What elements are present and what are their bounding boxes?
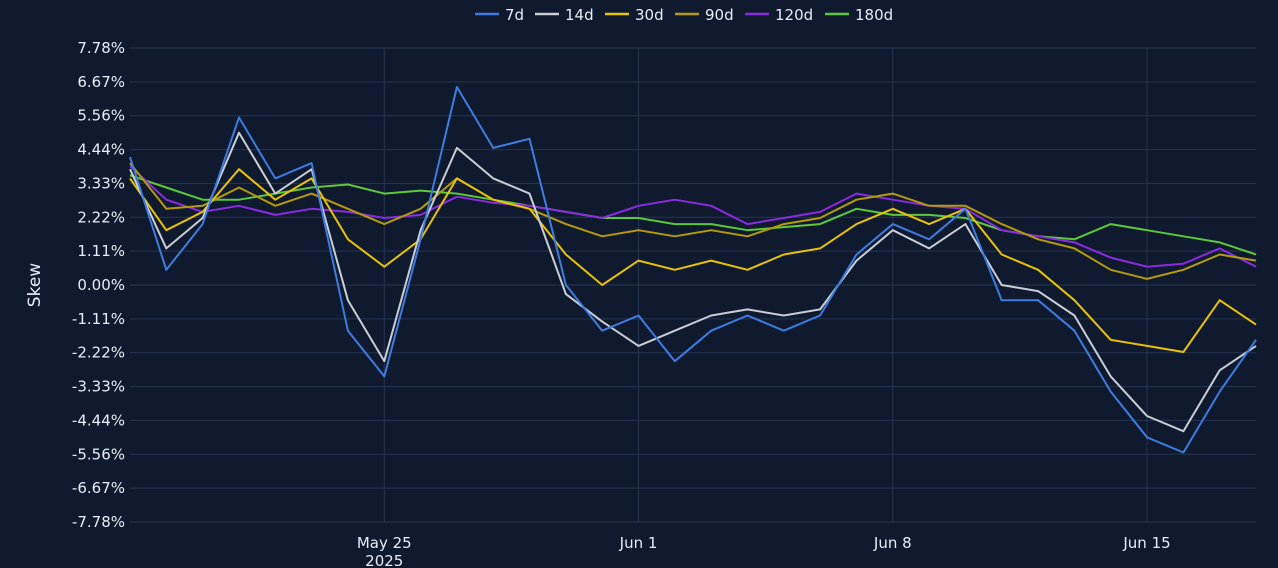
legend-label: 14d: [565, 6, 594, 24]
series-line-7d: [129, 86, 1257, 454]
y-tick-label: -7.78%: [72, 513, 125, 531]
x-tick-label: May 25: [357, 534, 412, 552]
legend-item-14d[interactable]: 14d: [535, 6, 594, 24]
y-tick-label: -4.44%: [72, 411, 125, 429]
y-tick-label: 7.78%: [77, 39, 125, 57]
y-tick-label: 6.67%: [77, 73, 125, 91]
legend-label: 30d: [635, 6, 664, 24]
legend-label: 90d: [705, 6, 734, 24]
series-line-180d: [129, 174, 1257, 256]
legend-item-30d[interactable]: 30d: [605, 6, 664, 24]
y-tick-label: 3.33%: [77, 174, 125, 192]
y-tick-label: 0.00%: [77, 276, 125, 294]
legend-item-7d[interactable]: 7d: [475, 6, 524, 24]
y-axis: 7.78% 6.67% 5.56% 4.44% 3.33% 2.22% 1.11% 0.00%…: [72, 39, 125, 531]
y-tick-label: -6.67%: [72, 479, 125, 497]
legend-label: 180d: [855, 6, 893, 24]
grid: [130, 47, 1256, 523]
y-tick-label: -2.22%: [72, 344, 125, 362]
x-tick-label: Jun 8: [873, 534, 912, 552]
legend-item-120d[interactable]: 120d: [745, 6, 813, 24]
series-lines: [129, 86, 1257, 454]
x-tick-sublabel: 2025: [365, 552, 403, 568]
legend-item-180d[interactable]: 180d: [825, 6, 893, 24]
legend-item-90d[interactable]: 90d: [675, 6, 734, 24]
y-tick-label: 1.11%: [77, 242, 125, 260]
y-tick-label: -5.56%: [72, 445, 125, 463]
legend[interactable]: 7d 14d 30d 90d 120d 180d: [475, 6, 893, 24]
x-tick-label: Jun 1: [619, 534, 658, 552]
y-tick-label: 2.22%: [77, 208, 125, 226]
y-tick-label: -3.33%: [72, 378, 125, 396]
legend-label: 7d: [505, 6, 524, 24]
series-line-90d: [129, 162, 1257, 280]
series-line-30d: [129, 168, 1257, 353]
y-axis-title: Skew: [25, 263, 45, 307]
y-tick-label: 5.56%: [77, 107, 125, 125]
y-tick-label: 4.44%: [77, 141, 125, 159]
x-tick-label: Jun 15: [1122, 534, 1170, 552]
legend-label: 120d: [775, 6, 813, 24]
series-line-120d: [129, 165, 1257, 268]
y-tick-label: -1.11%: [72, 310, 125, 328]
